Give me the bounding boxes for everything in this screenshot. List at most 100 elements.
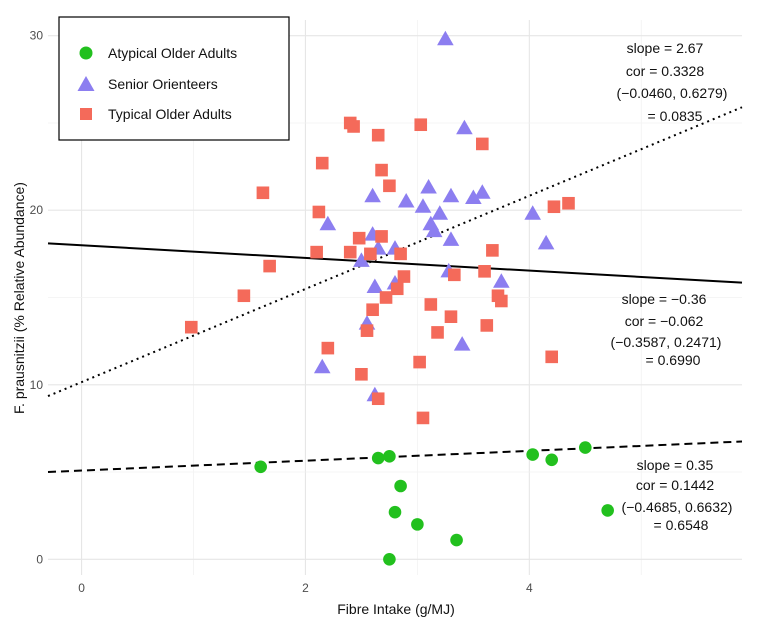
annotation-senior-orienteers: slope = 2.67 cor = 0.3328 (−0.0460, 0.62…: [617, 40, 728, 124]
point-typical: [480, 319, 494, 332]
point-senior: [420, 179, 437, 194]
y-axis-title: F. prausnitzii (% Relative Abundance): [11, 182, 27, 414]
fit-lines: [47, 106, 743, 474]
point-typical: [184, 320, 198, 334]
annotation-typical-slope: slope = −0.36: [622, 291, 707, 307]
legend: Atypical Older Adults Senior Orienteers …: [58, 16, 290, 141]
point-senior: [453, 336, 471, 351]
annotation-typical-p: = 0.6990: [646, 352, 701, 368]
legend-senior-marker: [77, 76, 95, 91]
point-atypical: [388, 505, 402, 519]
point-typical: [413, 355, 426, 369]
point-typical: [495, 294, 508, 308]
point-typical: [263, 259, 276, 273]
annotation-atypical-slope: slope = 0.35: [637, 457, 714, 473]
annotation-senior-ci: (−0.0460, 0.6279): [617, 85, 728, 101]
point-typical: [394, 247, 407, 261]
point-typical: [256, 186, 270, 200]
grid: [48, 20, 742, 575]
x-tick-label: 0: [78, 581, 85, 595]
point-atypical: [545, 453, 559, 467]
point-typical: [431, 326, 444, 339]
point-typical: [352, 231, 366, 245]
point-typical: [379, 291, 393, 304]
point-senior: [431, 205, 449, 220]
point-typical: [310, 245, 323, 259]
fit-line-typical: [47, 242, 743, 284]
point-typical: [476, 137, 489, 151]
point-typical: [366, 303, 379, 317]
point-atypical: [578, 441, 592, 454]
x-tick-label: 4: [526, 581, 533, 595]
point-senior: [319, 215, 337, 231]
point-typical: [486, 244, 499, 257]
point-senior: [537, 234, 555, 250]
point-senior: [442, 187, 460, 203]
legend-typical-label: Typical Older Adults: [108, 106, 232, 122]
point-typical: [545, 350, 559, 364]
axis-ticks: 0 2 4 0 10 20 30: [30, 29, 533, 595]
annotation-senior-p: = 0.0835: [648, 108, 703, 124]
legend-atypical-label: Atypical Older Adults: [108, 45, 237, 61]
point-atypical: [411, 518, 424, 531]
annotation-atypical-older-adults: slope = 0.35 cor = 0.1442 (−0.4685, 0.66…: [622, 457, 733, 533]
point-typical: [355, 367, 368, 381]
point-senior: [425, 222, 443, 238]
legend-typical-marker: [80, 108, 92, 120]
point-typical: [448, 268, 461, 282]
point-typical: [383, 179, 396, 193]
point-senior: [313, 358, 331, 374]
annotation-typical-cor: cor = −0.062: [625, 313, 704, 329]
point-atypical: [254, 460, 267, 474]
annotation-atypical-cor: cor = 0.1442: [636, 477, 714, 493]
point-senior: [442, 231, 460, 246]
annotation-typical-older-adults: slope = −0.36 cor = −0.062 (−0.3587, 0.2…: [611, 291, 722, 368]
point-typical: [375, 163, 388, 177]
point-typical: [547, 200, 561, 214]
point-atypical: [394, 479, 407, 493]
point-typical: [371, 392, 385, 406]
y-tick-label: 30: [30, 29, 44, 43]
point-atypical: [371, 451, 385, 465]
point-typical: [375, 230, 388, 243]
point-typical: [343, 245, 357, 259]
point-typical: [562, 196, 575, 210]
point-atypical: [383, 552, 396, 566]
legend-senior-label: Senior Orienteers: [108, 76, 218, 92]
point-typical: [371, 128, 385, 142]
legend-box: [58, 16, 290, 141]
data-points: [184, 30, 614, 566]
y-tick-label: 0: [36, 552, 43, 566]
point-typical: [414, 118, 428, 132]
fit-line-atypical: [47, 440, 743, 474]
legend-atypical-marker: [79, 46, 93, 60]
x-axis-title: Fibre Intake (g/MJ): [337, 601, 454, 617]
point-atypical: [450, 533, 463, 547]
point-senior: [397, 193, 415, 208]
point-typical: [237, 289, 251, 303]
point-senior: [524, 205, 541, 220]
point-typical: [424, 298, 438, 311]
point-atypical: [601, 504, 614, 517]
point-typical: [321, 341, 335, 355]
annotation-typical-ci: (−0.3587, 0.2471): [611, 334, 722, 350]
annotation-senior-slope: slope = 2.67: [627, 40, 704, 56]
point-typical: [416, 411, 430, 425]
point-senior: [465, 189, 482, 205]
y-tick-label: 10: [30, 378, 44, 392]
point-senior: [456, 119, 473, 135]
point-atypical: [383, 450, 396, 463]
point-senior: [364, 187, 381, 203]
point-atypical: [526, 448, 539, 461]
annotation-atypical-p: = 0.6548: [654, 517, 709, 533]
point-typical: [397, 270, 411, 283]
point-senior: [437, 30, 454, 46]
point-typical: [347, 120, 360, 133]
annotation-atypical-ci: (−0.4685, 0.6632): [622, 499, 733, 515]
point-typical: [315, 156, 329, 170]
point-typical: [444, 310, 458, 323]
point-senior: [353, 252, 370, 267]
point-typical: [364, 247, 377, 261]
point-senior: [474, 184, 491, 199]
